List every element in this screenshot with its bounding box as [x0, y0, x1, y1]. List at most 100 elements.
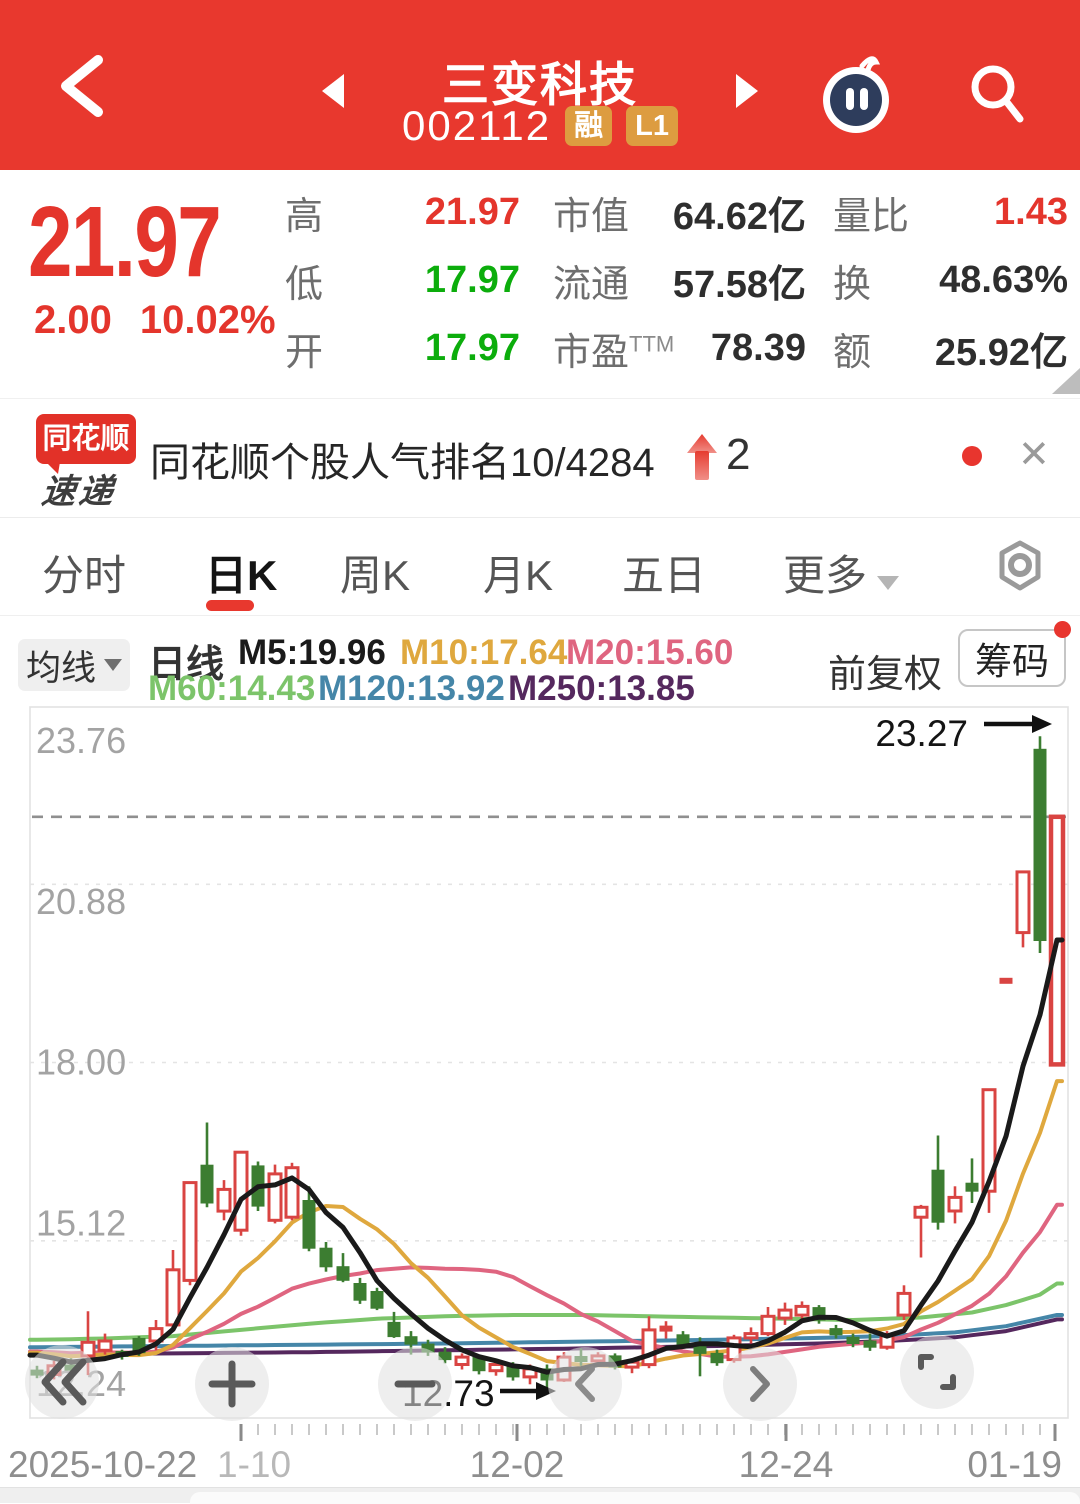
chips-notification-dot [1054, 621, 1071, 638]
candle [760, 1307, 776, 1337]
candle [896, 1285, 912, 1320]
x-axis-ruler [0, 1424, 1080, 1443]
chips-button[interactable]: 筹码 [958, 629, 1066, 687]
candle [267, 1164, 283, 1224]
quote-stat: 市值 64.62亿 [553, 195, 806, 238]
tab-4[interactable]: 五日 [622, 552, 707, 599]
price-change-pct: 10.02% [139, 298, 276, 342]
tab-3[interactable]: 月K [483, 552, 554, 599]
y-axis-tick-label: 18.00 [36, 1042, 126, 1083]
quote-panel[interactable]: 21.97 2.00 10.02% 高 21.97 低 17.97 开 17.97 市值 6… [0, 170, 1080, 399]
candle [641, 1316, 657, 1369]
ma5-line [27, 937, 1065, 1375]
candle [216, 1180, 232, 1221]
ma-dropdown-button[interactable]: 均线 [18, 639, 130, 691]
candle [370, 1287, 384, 1311]
candle [777, 1302, 793, 1325]
quote-col-cap: 市值 64.62亿 流通 57.58亿市盈TTM 78.39 [553, 178, 806, 382]
rank-delta: 2 [726, 430, 751, 479]
quote-stat: 高 21.97 [285, 190, 520, 238]
x-axis-date-label: 12-24 [738, 1444, 834, 1485]
quote-stat: 开 17.97 [285, 326, 520, 374]
notification-dot [962, 446, 982, 466]
chart-pan-fast-left-button[interactable] [25, 1345, 99, 1419]
candle [1048, 814, 1066, 1067]
expand-quote-icon[interactable] [1052, 368, 1080, 394]
tab-daily-k[interactable]: 日K [205, 552, 278, 599]
chart-zoom-out-button[interactable] [378, 1347, 452, 1421]
adjust-mode-label[interactable]: 前复权 [828, 654, 943, 696]
candle [1015, 870, 1031, 948]
candle [454, 1353, 470, 1370]
ma-legend-item: M60:14.43 [148, 669, 316, 708]
x-axis-date-label: 12-02 [469, 1444, 565, 1485]
tab-2[interactable]: 周K [340, 552, 411, 599]
next-stock-icon[interactable] [736, 74, 758, 108]
quote-stat: 市盈TTM 78.39 [553, 326, 806, 374]
price-change: 2.00 [34, 298, 112, 342]
candle [743, 1327, 759, 1344]
low-annotation-arrowhead [536, 1382, 556, 1400]
ma60-line [28, 1281, 1064, 1342]
candle [829, 1324, 843, 1339]
candle [659, 1321, 673, 1339]
candle [165, 1250, 181, 1329]
price-change-row: 2.00 10.02% [34, 298, 276, 343]
x-axis-date-label: 2025-10-22 [8, 1444, 198, 1485]
tab-5[interactable]: 更多 [783, 542, 900, 603]
ma-legend-item: M120:13.92 [318, 669, 505, 708]
quote-stat: 量比 1.43 [833, 190, 1068, 238]
candle [913, 1204, 929, 1258]
back-icon[interactable] [56, 54, 108, 118]
candle [931, 1135, 945, 1230]
tab-0[interactable]: 分时 [42, 552, 127, 599]
rank-up-arrow-icon [687, 434, 717, 480]
stock-title: 三变科技 [442, 58, 638, 111]
candle [1033, 736, 1047, 953]
period-tabbar: 分时 日K 周K 月K 五日 更多 [0, 518, 1080, 616]
x-axis-labels: 2025-10-22 1-10 12-02 12-24 01-19 [0, 1444, 1080, 1486]
banner-close-icon[interactable]: ✕ [1018, 434, 1050, 476]
chart-pan-left-button[interactable] [548, 1347, 622, 1421]
ma-legend-item: M20:15.60 [566, 633, 734, 672]
y-axis-tick-label: 23.76 [36, 720, 126, 761]
chevron-down-icon [104, 659, 122, 671]
candle [353, 1277, 367, 1304]
ths-logo-sub: 速递 [39, 473, 118, 511]
popularity-rank-text: 同花顺个股人气排名10/4284 [150, 441, 655, 485]
prev-stock-icon[interactable] [322, 74, 344, 108]
high-annotation-arrowhead [1032, 715, 1052, 733]
candle [387, 1311, 401, 1338]
candle [710, 1349, 724, 1366]
candle [336, 1253, 350, 1283]
candle [319, 1242, 333, 1272]
quote-stat: 流通 57.58亿 [553, 263, 806, 306]
candle [182, 1181, 198, 1286]
quote-stat: 额 25.92亿 [833, 331, 1068, 374]
ma120-line [28, 1313, 1064, 1350]
y-axis-tick-label: 20.88 [36, 881, 126, 922]
candle [302, 1186, 316, 1252]
chart-zoom-in-button[interactable] [195, 1347, 269, 1421]
candle [200, 1122, 214, 1208]
period-label: 日线 [148, 644, 225, 686]
level-badge: L1 [626, 106, 678, 146]
ma-legend-item: M250:13.85 [508, 669, 695, 708]
y-axis-tick-label: 15.12 [36, 1202, 126, 1243]
ma-legend-item: M10:17.64 [400, 633, 568, 672]
assistant-robot-icon[interactable] [818, 52, 894, 136]
margin-badge: 融 [565, 106, 613, 146]
ma-legend-item: M5:19.96 [238, 633, 386, 672]
active-tab-underline [206, 600, 254, 611]
quote-stat: 换 48.63% [833, 258, 1068, 306]
search-icon[interactable] [966, 62, 1028, 128]
ma20-line [28, 1202, 1064, 1359]
chart-settings-icon[interactable] [992, 538, 1048, 594]
candle [97, 1333, 113, 1355]
x-axis-date-label: 01-19 [967, 1444, 1062, 1485]
chart-fullscreen-button[interactable] [900, 1335, 974, 1409]
ma10-line [28, 1079, 1064, 1369]
chart-pan-right-button[interactable] [723, 1347, 797, 1421]
popularity-banner[interactable]: 同花顺 速递 同花顺个股人气排名10/4284 2 ✕ [0, 400, 1080, 518]
